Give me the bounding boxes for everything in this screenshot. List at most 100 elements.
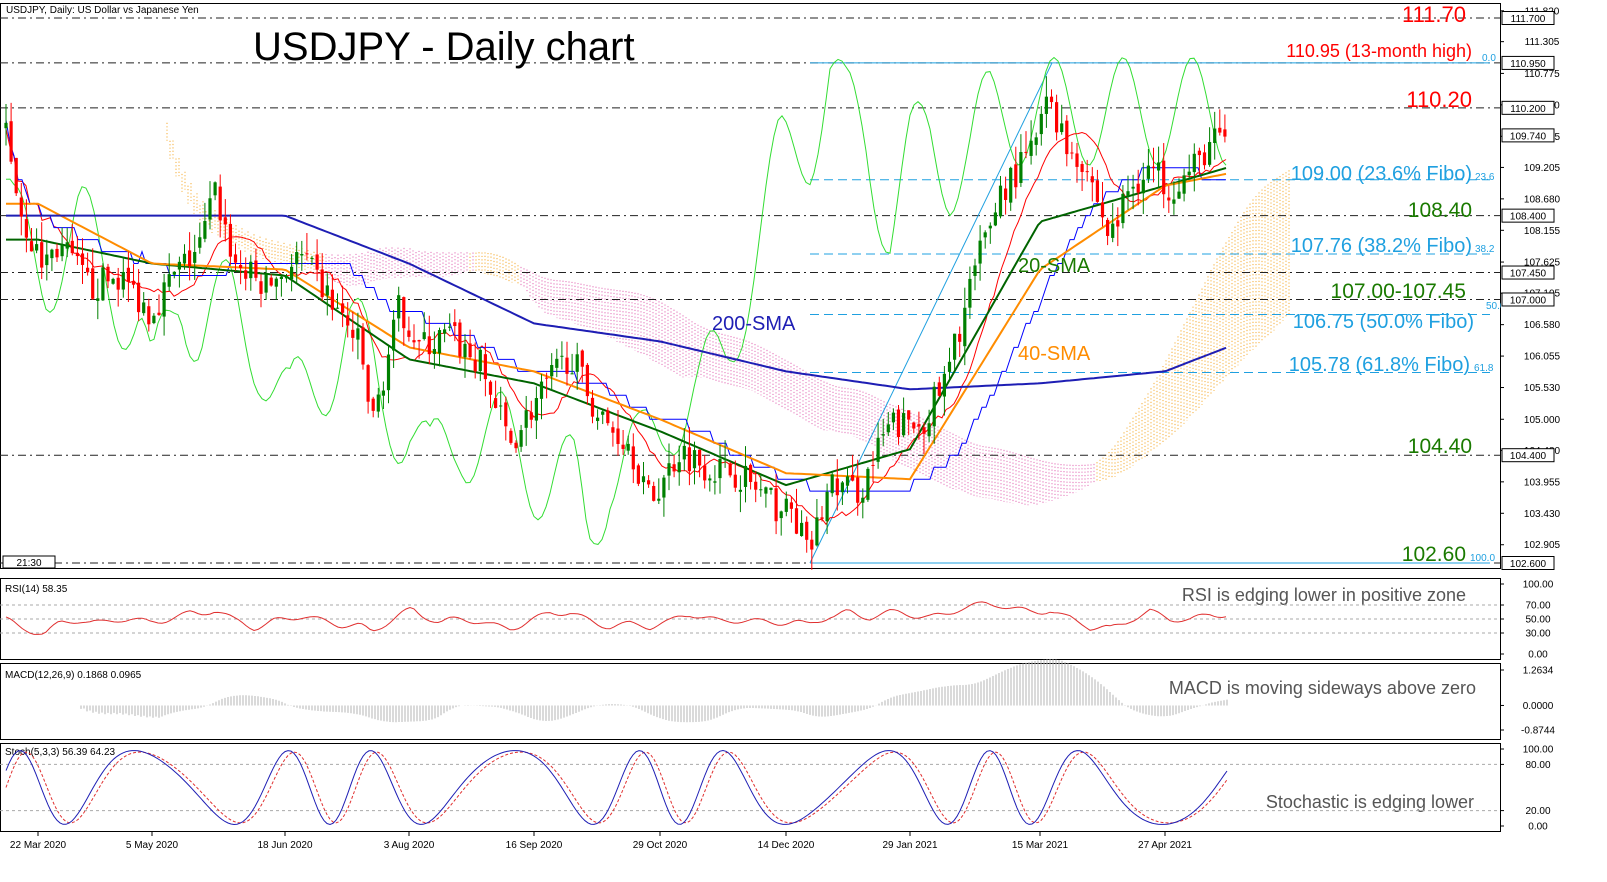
candle-body [233,254,238,263]
candle-body [1106,219,1110,236]
tenkan-line [5,128,1227,526]
candle-body [295,252,299,265]
candle-body [218,186,222,221]
candle-body [1157,162,1161,171]
candle-body [437,330,442,354]
stoch-signal-line [5,751,1228,824]
candle-body [279,276,283,280]
candle-body [968,278,972,308]
price-badge-label: 110.200 [1510,104,1546,115]
candle-body [1208,142,1212,165]
candle-body [361,327,365,365]
candle-body [647,480,651,485]
rsi-tick-label: 100.00 [1523,580,1554,591]
candle-body [213,182,217,196]
candle-body [4,122,8,129]
sma20-line [6,167,1227,487]
candle-body [1126,191,1130,197]
fibo-tag-382: 38.2 [1475,244,1495,255]
price-tick-label: 111.305 [1525,37,1560,48]
label-sma20: 20-SMA [1018,255,1091,277]
candle-body [973,265,977,276]
candle-body [494,398,498,408]
date-tick-label: 16 Sep 2020 [506,840,563,851]
candle-body [1029,140,1033,156]
symbol-line: USDJPY, Daily: US Dollar vs Japanese Yen [6,5,199,16]
candle-body [902,413,906,436]
candle-body [840,482,844,493]
stoch-tick-label: 80.00 [1525,760,1550,771]
price-tick-label: 108.680 [1524,194,1561,205]
candle-body [764,487,768,494]
candle-body [483,354,487,380]
candle-body [667,463,671,476]
candle-body [208,198,212,220]
candle-body [886,424,890,433]
candle-body [19,197,23,217]
candle-body [9,121,13,162]
macd-label: MACD(12,26,9) 0.1868 0.0965 [5,670,142,681]
candle-body [953,333,957,360]
candle-body [958,333,962,342]
candle-body [1080,164,1084,172]
candle-body [203,220,207,239]
candle-body [448,326,452,328]
candle-body [1146,165,1150,179]
candle-body [1075,153,1079,167]
candle-body [14,157,18,194]
candle-body [193,251,197,263]
candle-body [172,271,176,275]
label-fibo-50: 106.75 (50.0% Fibo) [1293,311,1474,333]
price-badge-label: 111.700 [1511,14,1546,25]
candle-body [320,269,324,298]
candle-body [356,328,360,340]
candle-body [402,297,406,329]
candle-body [947,361,952,372]
candle-body [922,427,926,434]
candle-body [427,336,431,355]
candle-body [45,254,49,266]
date-tick-label: 18 Jun 2020 [257,840,312,851]
candle-body [131,280,136,285]
candle-body [75,253,79,257]
candle-body [754,481,758,490]
price-badge-label: 110.950 [1510,59,1546,70]
candle-body [723,459,727,461]
fibo-tag-618: 61.8 [1474,363,1494,374]
candle-body [1095,180,1099,202]
candle-body [835,478,839,496]
price-tick-label: 103.430 [1524,509,1561,520]
price-tick-label: 106.055 [1524,352,1561,363]
candle-body [794,508,799,534]
candle-body [259,281,263,294]
candle-body [687,447,691,472]
candle-body [1004,188,1008,200]
candle-body [1131,186,1135,189]
annotations: USDJPY, Daily: US Dollar vs Japanese Yen… [5,2,1506,812]
label-108-40: 108.40 [1408,199,1472,222]
candle-body [371,398,375,411]
candle-body [998,185,1003,217]
price-badge [1501,208,1555,223]
candle-body [575,354,579,372]
price-badge [1501,100,1555,115]
candle-body [1116,220,1120,227]
candle-body [1197,150,1201,156]
candle-body [636,465,640,484]
price-badge [1501,292,1555,307]
label-range-107: 107.00-107.45 [1331,280,1466,303]
candle-body [820,517,824,519]
candle-body [310,258,314,260]
candle-body [682,445,686,460]
rsi-tick-label: 70.00 [1525,601,1550,612]
price-badge [1501,55,1555,70]
candle-body [677,462,681,473]
candle-body [223,217,227,225]
candle-body [616,428,620,444]
candle-body [392,319,396,351]
candle-body [983,232,987,238]
candle-body [825,491,829,522]
candle-body [1085,171,1089,173]
candle-body [346,315,350,326]
candle-body [626,443,630,451]
